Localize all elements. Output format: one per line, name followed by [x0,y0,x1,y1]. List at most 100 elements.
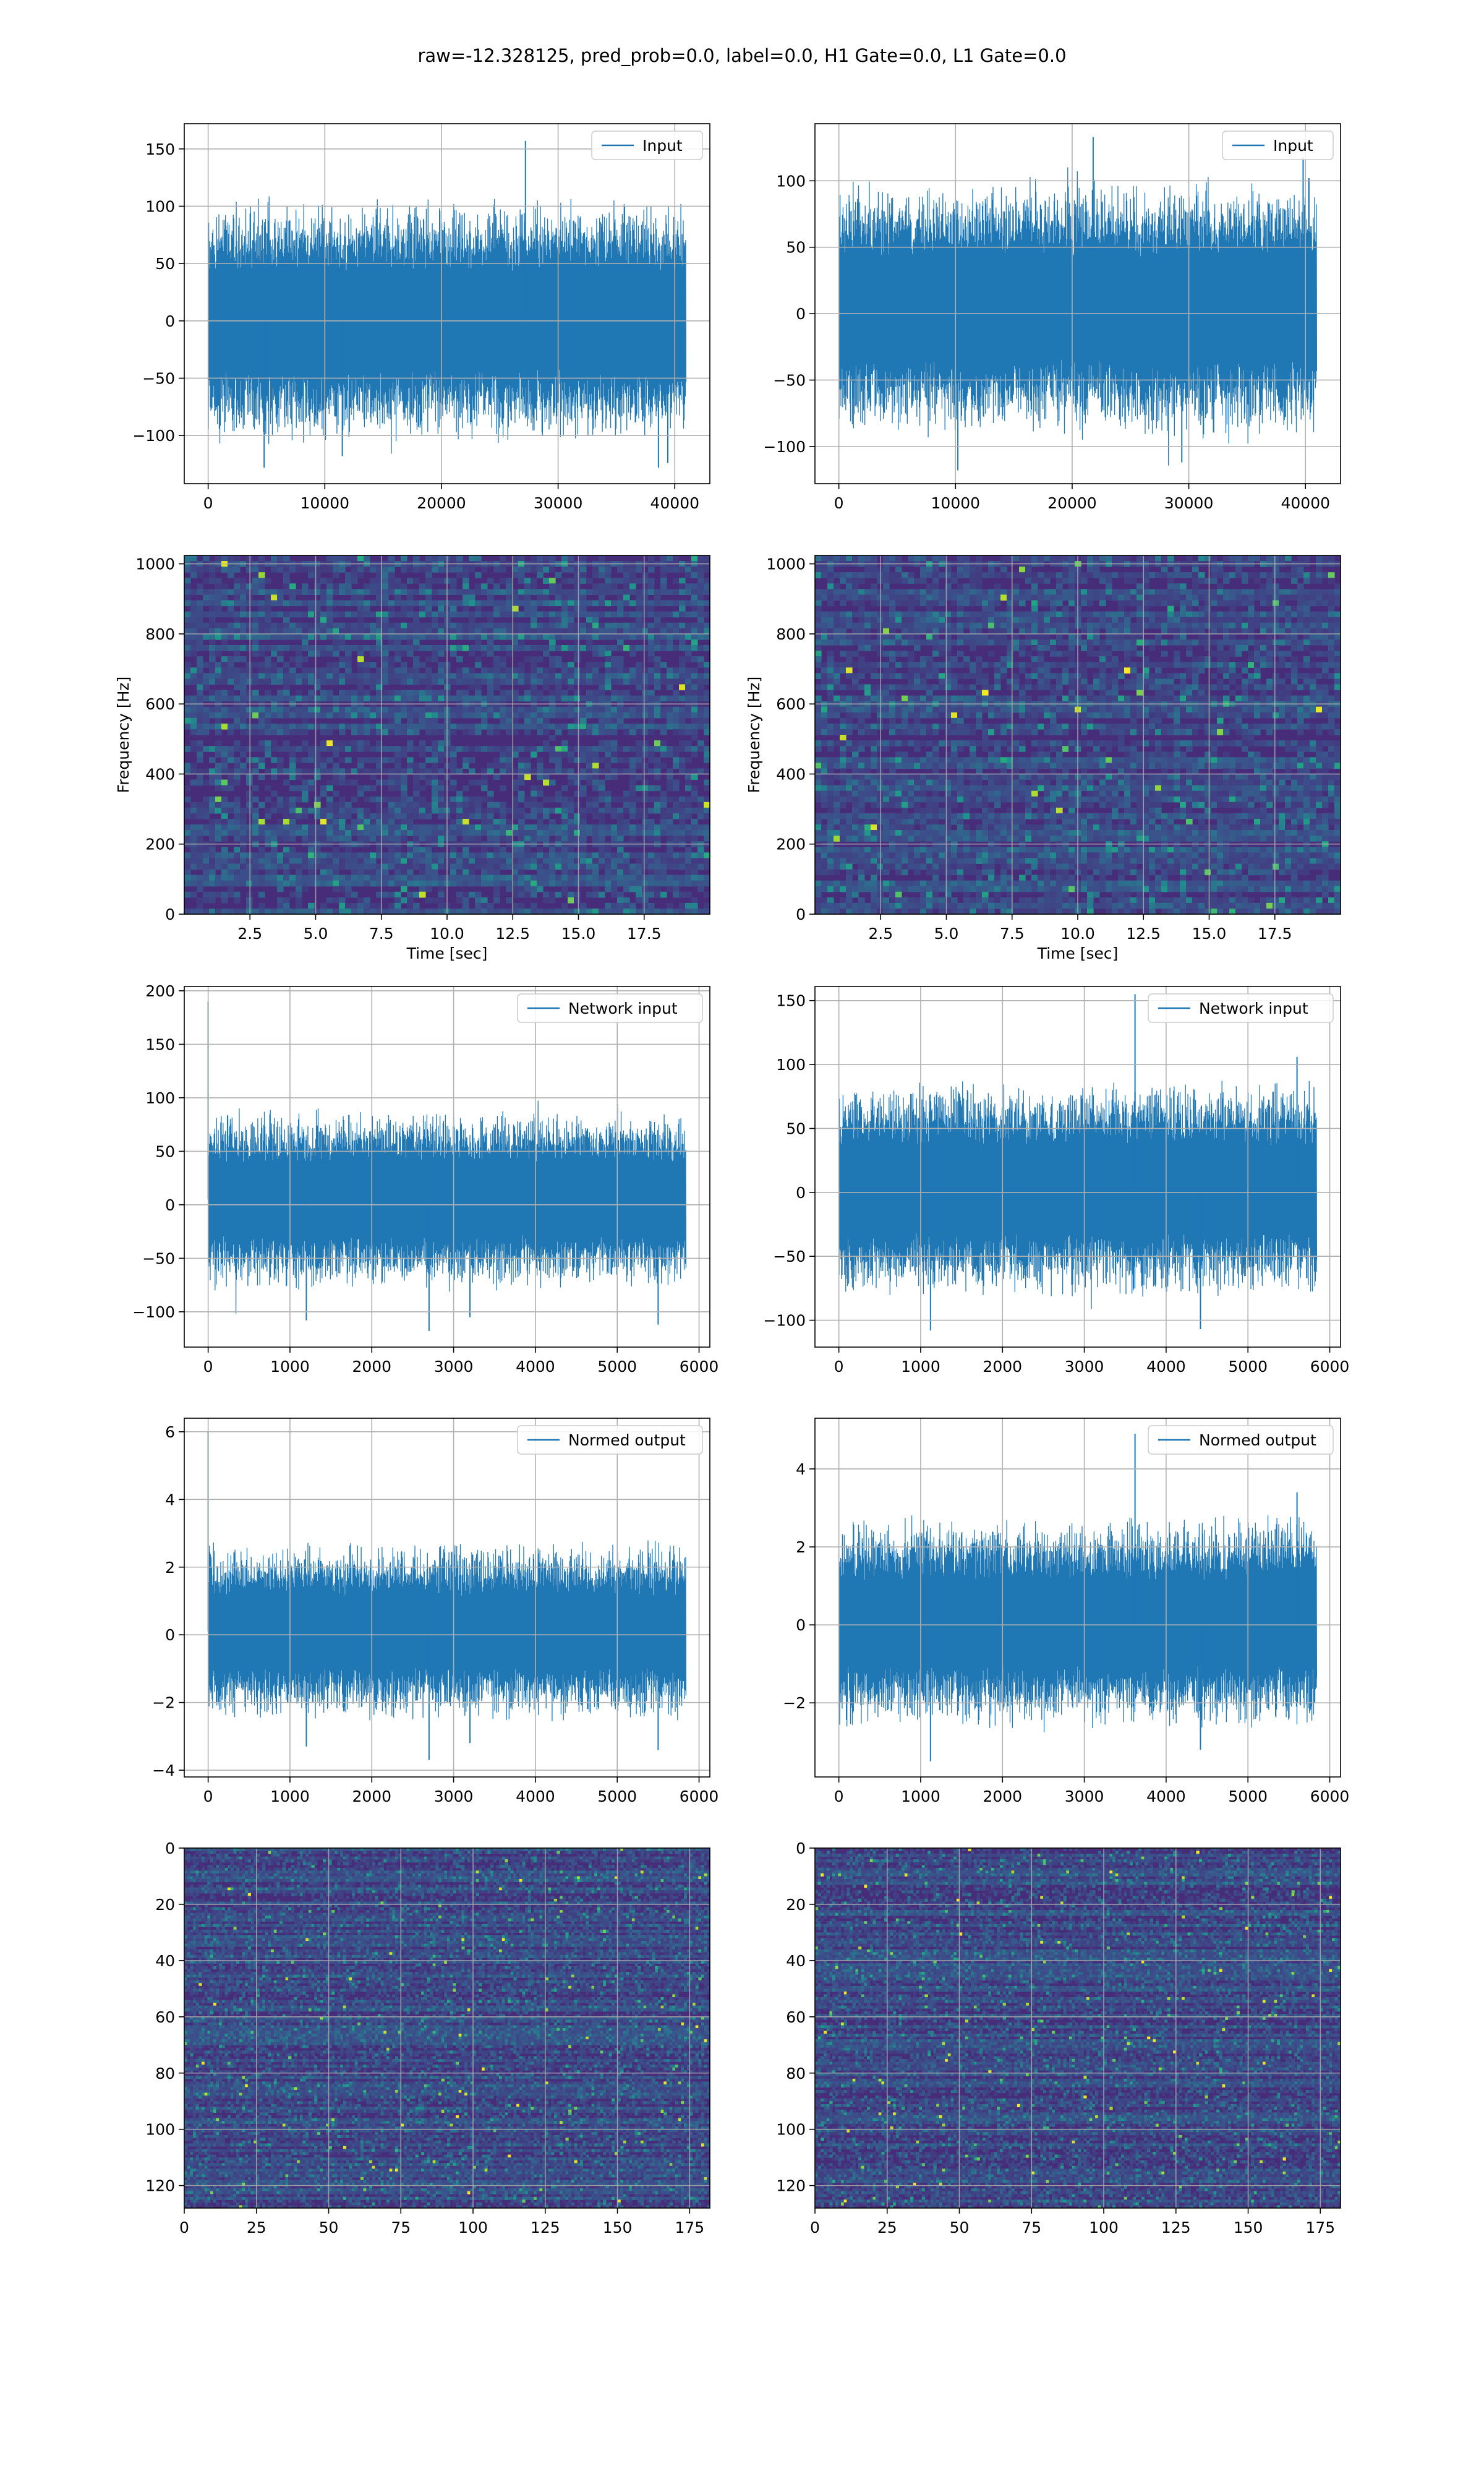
heatmap-cell [611,852,618,858]
heatmap-cell [697,768,704,775]
heatmap-cell [970,617,976,623]
heatmap-cell [475,723,482,730]
heatmap-cell [240,667,247,674]
heatmap-cell [450,785,457,792]
heatmap-cell [605,751,612,758]
heatmap-cell [302,583,309,589]
heatmap-cell [1229,611,1236,618]
heatmap-cell [1229,600,1236,607]
heatmap-cell [623,768,630,775]
heatmap-cell [376,628,383,635]
heatmap-cell [543,869,550,876]
heatmap-cell [648,796,655,803]
heatmap-cell [599,785,605,792]
heatmap-cell [234,757,241,763]
heatmap-cell [531,902,537,909]
heatmap-cell [326,897,333,904]
heatmap-cell [326,768,333,775]
heatmap-cell [623,723,630,730]
heatmap-cell [932,617,939,623]
heatmap-cell [1334,622,1341,629]
heatmap-cell [636,729,642,735]
heatmap-cell [481,628,488,635]
heatmap-cell [197,824,203,831]
heatmap-cell [611,678,618,685]
heatmap-cell [277,622,284,629]
heatmap-cell [648,712,655,719]
heatmap-cell [283,852,290,858]
heatmap-cell [617,852,624,858]
heatmap-cell [1223,578,1230,584]
heatmap-cell [271,723,278,730]
heatmap-cell [450,706,457,713]
heatmap-cell [1068,578,1075,584]
heatmap-cell [487,611,494,618]
heatmap-cell [184,908,191,914]
heatmap-cell [438,751,445,758]
heatmap-cell [852,611,859,618]
heatmap-cell [877,622,884,629]
heatmap-cell [1205,611,1211,618]
heatmap-cell [228,818,234,825]
heatmap-cell [258,836,265,842]
heatmap-cell [413,555,420,562]
heatmap-cell [320,673,327,679]
heatmap-cell [654,785,661,792]
heatmap-cell [388,768,395,775]
heatmap-cell [679,740,686,747]
heatmap-cell [691,830,698,836]
heatmap-cell [673,785,680,792]
heatmap-cell [561,662,568,668]
heatmap-cell [543,830,550,836]
heatmap-cell [209,824,216,831]
heatmap-cell [957,611,964,618]
heatmap-cell [413,785,420,792]
heatmap-cell [531,583,537,589]
heatmap-cell [957,617,964,623]
heatmap-cell [611,891,618,898]
heatmap-cell [1106,628,1112,635]
heatmap-cell [599,628,605,635]
heatmap-cell [357,673,364,679]
heatmap-cell [345,847,352,853]
heatmap-cell [197,639,203,646]
heatmap-cell [1155,555,1162,562]
heatmap-cell [364,897,370,904]
heatmap-cell [648,667,655,674]
heatmap-cell [506,589,513,596]
heatmap-cell [605,768,612,775]
heatmap-cell [568,723,574,730]
heatmap-cell [308,807,315,814]
heatmap-cell [957,594,964,601]
heatmap-cell [543,807,550,814]
heatmap-cell [834,583,840,589]
heatmap-cell [487,746,494,752]
heatmap-cell [475,589,482,596]
heatmap-cell [1310,611,1316,618]
heatmap-cell [704,611,710,618]
heatmap-cell [667,678,673,685]
heatmap-cell [537,763,544,769]
heatmap-cell [413,902,420,909]
heatmap-cell [388,695,395,702]
heatmap-cell [357,858,364,865]
heatmap-cell [518,875,525,881]
heatmap-cell [679,712,686,719]
heatmap-cell [592,802,599,808]
heatmap-cell [463,902,469,909]
heatmap-cell [376,880,383,887]
heatmap-cell [586,723,593,730]
heatmap-cell [561,695,568,702]
heatmap-cell [258,723,265,730]
heatmap-cell [302,628,309,635]
heatmap-cell [883,594,890,601]
heatmap-cell [320,875,327,881]
heatmap-cell [265,836,271,842]
heatmap-cell [1093,555,1100,562]
heatmap-cell [388,656,395,662]
heatmap-cell [524,690,531,696]
heatmap-cell [302,567,309,573]
heatmap-cell [543,673,550,679]
heatmap-cell [302,757,309,763]
heatmap-cell [388,583,395,589]
